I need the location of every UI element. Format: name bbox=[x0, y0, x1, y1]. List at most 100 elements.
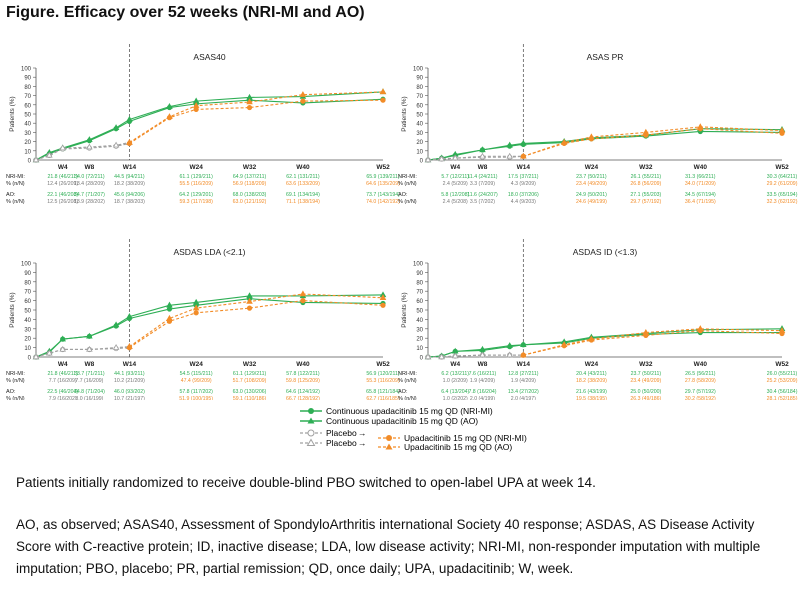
table-cell: 55.5 (116/209) bbox=[179, 181, 213, 187]
series-line bbox=[428, 354, 524, 358]
table-cell: 20.4 (43/211) bbox=[576, 371, 607, 377]
y-tick-label: 90 bbox=[24, 271, 31, 277]
legend-label-sw-nri: Upadacitinib 15 mg QD (NRI-MI) bbox=[404, 433, 527, 443]
table-cell: 31.3 (66/211) bbox=[685, 174, 716, 180]
table-cell: 24.9 (50/201) bbox=[576, 192, 607, 198]
x-tick-label: W40 bbox=[296, 361, 310, 368]
chart-title: ASAS PR bbox=[587, 52, 624, 62]
table-cell: 27.1 (55/203) bbox=[630, 192, 661, 198]
table-cell: 34.0 (72/211) bbox=[74, 174, 105, 180]
table-cell: 26.1 (55/211) bbox=[631, 174, 662, 180]
y-tick-label: 90 bbox=[416, 76, 423, 82]
x-tick-label: W24 bbox=[585, 361, 599, 368]
data-point bbox=[299, 91, 307, 97]
x-tick-label: W40 bbox=[694, 361, 708, 368]
table-cell: 4.4 (9/203) bbox=[511, 199, 536, 205]
data-point bbox=[166, 103, 173, 109]
legend-item-sw-ao: Upadacitinib 15 mg QD (AO) bbox=[378, 442, 512, 452]
table-cell: 51.9 (100/195) bbox=[179, 396, 213, 400]
data-point bbox=[246, 104, 253, 111]
chart-panel: ASAS PR 0 10 20 30 40 50 60 70 80 90 100 Patients (%… bbox=[398, 44, 798, 205]
table-cell: 62.1 (131/211) bbox=[286, 174, 320, 180]
y-tick-label: 50 bbox=[416, 113, 423, 119]
legend-label-sw-ao: Upadacitinib 15 mg QD (AO) bbox=[404, 442, 512, 452]
data-point bbox=[59, 335, 66, 342]
table-cell: 61.1 (129/211) bbox=[179, 174, 213, 180]
table-cell: 21.8 (46/211) bbox=[47, 174, 78, 180]
x-tick-label: W24 bbox=[189, 361, 203, 368]
table-cell: 61.1 (129/211) bbox=[233, 371, 267, 377]
data-point bbox=[506, 141, 513, 148]
data-point bbox=[520, 139, 527, 146]
table-label: NRI-MI: bbox=[398, 174, 417, 180]
table-sublabel: % (n/N) bbox=[6, 378, 25, 384]
series-line bbox=[129, 300, 384, 349]
data-point bbox=[86, 332, 93, 339]
data-point bbox=[192, 102, 200, 108]
series-line bbox=[523, 128, 783, 157]
table-cell: 13.4 (28/209) bbox=[74, 181, 105, 187]
data-point bbox=[166, 314, 173, 321]
x-tick-label: W8 bbox=[478, 164, 488, 171]
table-cell: 23.7 (50/211) bbox=[576, 174, 607, 180]
y-tick-label: 40 bbox=[24, 122, 31, 128]
data-point bbox=[299, 290, 307, 297]
table-cell: 59.8 (125/209) bbox=[286, 378, 320, 384]
y-axis-label: Patients (%) bbox=[401, 292, 408, 327]
data-point bbox=[560, 138, 568, 145]
table-sublabel: % (n/N) bbox=[6, 181, 25, 187]
table-cell: 7.6 (16/211) bbox=[469, 371, 497, 377]
table-cell: 73.7 (143/194) bbox=[366, 192, 400, 198]
table-cell: 10.2 (21/209) bbox=[114, 378, 145, 384]
table-sublabel: % (n/N) bbox=[398, 396, 417, 400]
table-sublabel: % (n/N) bbox=[398, 199, 417, 205]
data-point bbox=[193, 310, 199, 316]
table-cell: 13.4 (27/202) bbox=[508, 389, 539, 395]
data-point bbox=[380, 97, 386, 103]
y-axis-label: Patients (%) bbox=[9, 292, 16, 327]
table-cell: 29.7 (57/192) bbox=[685, 389, 716, 395]
data-point bbox=[300, 98, 306, 104]
data-point bbox=[438, 155, 445, 162]
circle-outline-marker-icon bbox=[307, 429, 315, 437]
table-cell: 47.4 (99/209) bbox=[181, 378, 212, 384]
table-cell: 7.7 (16/209) bbox=[49, 378, 77, 384]
table-cell: 13.9 (28/202) bbox=[74, 199, 105, 205]
data-point bbox=[246, 292, 253, 299]
table-cell: 64.6 (135/209) bbox=[366, 181, 400, 187]
x-tick-label: W32 bbox=[243, 361, 257, 368]
table-cell: 45.6 (94/206) bbox=[114, 192, 145, 198]
y-tick-label: 90 bbox=[416, 271, 423, 277]
data-point bbox=[778, 126, 786, 133]
table-cell: 55.3 (116/209) bbox=[366, 378, 400, 384]
table-cell: 12.4 (26/209) bbox=[47, 181, 78, 187]
arrow-right-icon: → bbox=[358, 428, 367, 438]
table-cell: 74.0 (142/192) bbox=[366, 199, 400, 205]
table-cell: 26.0 (55/211) bbox=[767, 371, 798, 377]
table-cell: 29.2 (61/209) bbox=[767, 181, 798, 187]
table-cell: 57.8 (122/211) bbox=[286, 371, 320, 377]
x-tick-label: W32 bbox=[639, 164, 653, 171]
x-tick-label: W8 bbox=[85, 361, 95, 368]
data-point bbox=[32, 353, 40, 360]
table-cell: 33.5 (65/194) bbox=[767, 192, 798, 198]
table-cell: 1.0 (2/209) bbox=[443, 378, 468, 384]
y-axis-label: Patients (%) bbox=[9, 96, 16, 131]
y-tick-label: 50 bbox=[24, 113, 31, 119]
table-cell: 69.1 (134/194) bbox=[286, 192, 320, 198]
figure-title: Figure. Efficacy over 52 weeks (NRI-MI a… bbox=[6, 4, 365, 21]
table-cell: 5.7 (12/211) bbox=[441, 174, 469, 180]
table-cell: 1.9 (4/209) bbox=[470, 378, 495, 384]
y-tick-label: 60 bbox=[24, 103, 31, 109]
table-cell: 30.2 (58/192) bbox=[685, 396, 716, 400]
data-point bbox=[246, 305, 253, 311]
chart-title: ASDAS LDA (<2.1) bbox=[173, 247, 245, 257]
data-point bbox=[506, 342, 513, 348]
table-sublabel: % (n/N) bbox=[6, 396, 25, 400]
table-cell: 25.2 (53/209) bbox=[767, 378, 798, 384]
y-tick-label: 10 bbox=[24, 346, 31, 352]
legend-item-upa-nri: Continuous upadacitinib 15 mg QD (NRI-MI… bbox=[300, 406, 493, 416]
table-cell: 18.0 (37/206) bbox=[508, 192, 539, 198]
table-cell: 64.9 (137/211) bbox=[233, 174, 267, 180]
table-cell: 56.9 (118/209) bbox=[233, 181, 267, 187]
